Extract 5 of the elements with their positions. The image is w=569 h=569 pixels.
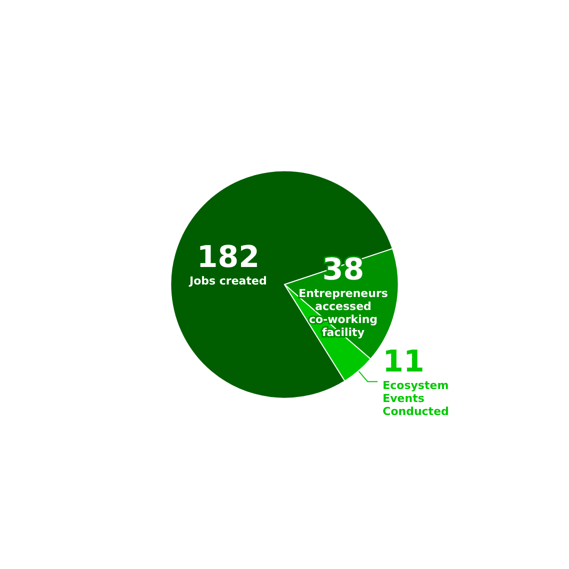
slice-label: Ecosystem Events Conducted (382, 379, 449, 418)
data-label: 11 (382, 344, 424, 380)
data-label: 38 (322, 252, 364, 288)
data-label: 182 (196, 240, 260, 276)
slice-label: Jobs created (188, 274, 267, 288)
